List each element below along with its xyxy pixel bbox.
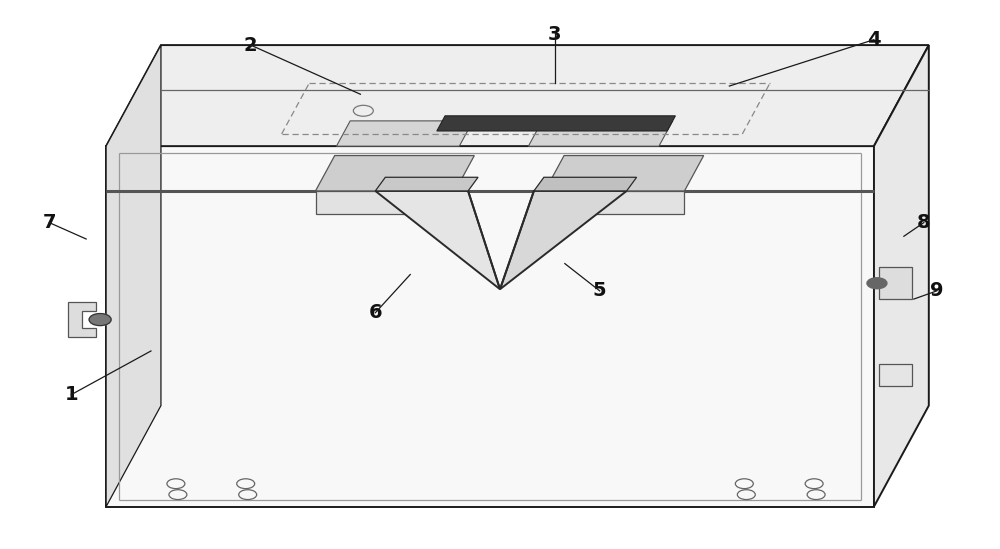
Polygon shape — [879, 363, 912, 386]
Polygon shape — [437, 116, 675, 131]
Circle shape — [867, 278, 887, 289]
Text: 5: 5 — [593, 282, 607, 300]
Text: 1: 1 — [64, 385, 78, 404]
Polygon shape — [106, 45, 161, 507]
Polygon shape — [106, 45, 929, 146]
Polygon shape — [106, 146, 874, 507]
Polygon shape — [375, 177, 478, 191]
Polygon shape — [534, 177, 637, 191]
Text: 4: 4 — [867, 30, 881, 49]
Polygon shape — [375, 191, 500, 289]
Polygon shape — [316, 155, 474, 191]
Polygon shape — [528, 121, 673, 146]
Circle shape — [89, 313, 111, 326]
Polygon shape — [316, 191, 455, 214]
Polygon shape — [500, 191, 627, 289]
Polygon shape — [874, 45, 929, 507]
Text: 8: 8 — [917, 213, 931, 232]
Text: 9: 9 — [930, 282, 944, 300]
Polygon shape — [545, 191, 684, 214]
Polygon shape — [336, 121, 473, 146]
Text: 3: 3 — [548, 25, 562, 44]
Polygon shape — [68, 302, 96, 337]
Text: 2: 2 — [244, 36, 258, 54]
Polygon shape — [879, 267, 912, 299]
Polygon shape — [545, 155, 704, 191]
Text: 7: 7 — [43, 213, 56, 232]
Text: 6: 6 — [369, 303, 382, 322]
